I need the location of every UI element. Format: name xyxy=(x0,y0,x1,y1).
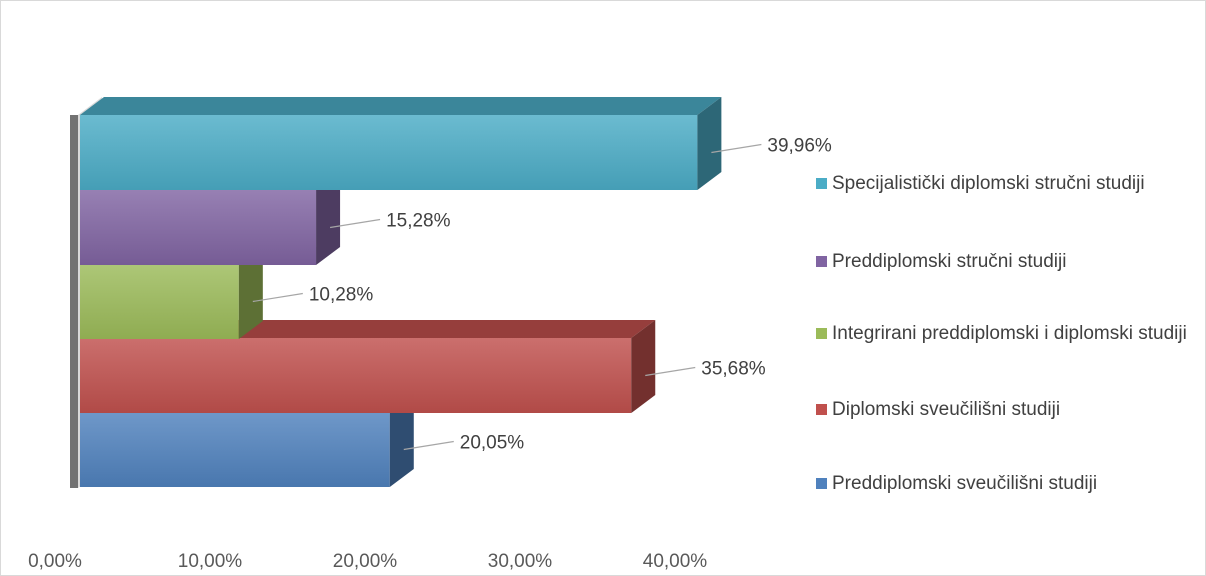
bars xyxy=(80,97,722,487)
legend-swatch xyxy=(816,404,827,415)
leader-line xyxy=(645,366,696,377)
data-label: 20,05% xyxy=(460,433,525,454)
bar-side-face xyxy=(316,172,341,265)
data-label: 39,96% xyxy=(767,136,832,157)
legend-label: Specijalistički diplomski stručni studij… xyxy=(832,173,1145,194)
legend-label: Preddiplomski sveučilišni studiji xyxy=(832,473,1098,494)
leader-line xyxy=(403,440,454,451)
legend-swatch xyxy=(816,256,827,267)
data-labels: 20,05% 35,68% 10,28% 15,28% 39,96% xyxy=(252,136,832,454)
legend-swatch xyxy=(816,178,827,189)
leader-line xyxy=(252,292,303,303)
bar-front-face xyxy=(80,115,698,190)
bar-front-face xyxy=(80,412,390,487)
bar-front-face xyxy=(80,264,239,339)
bar xyxy=(80,97,722,190)
bar-top-face xyxy=(80,97,722,115)
legend-item-integrirani: Integrirani preddiplomski i diplomski st… xyxy=(816,320,1202,347)
legend-swatch xyxy=(816,328,827,339)
x-axis-ticks: 0,00% 10,00% 20,00% 30,00% 40,00% xyxy=(28,551,707,572)
wall-edge xyxy=(70,115,78,488)
data-label: 10,28% xyxy=(309,285,374,306)
legend-item-preddiplomski-strucni: Preddiplomski stručni studiji xyxy=(816,248,1202,275)
x-tick-label: 10,00% xyxy=(178,551,243,572)
legend-label: Integrirani preddiplomski i diplomski st… xyxy=(832,323,1187,344)
bar-side-face xyxy=(238,246,263,339)
bar xyxy=(80,394,414,487)
data-label: 15,28% xyxy=(386,211,451,232)
leader-line xyxy=(711,143,762,154)
bar-side-face xyxy=(697,97,722,190)
bar-front-face xyxy=(80,190,317,265)
x-tick-label: 40,00% xyxy=(643,551,708,572)
bar-side-face xyxy=(631,320,656,413)
bar-front-face xyxy=(80,338,632,413)
bar-side-face xyxy=(389,394,414,487)
legend-label: Diplomski sveučilišni studiji xyxy=(832,399,1061,420)
legend-label: Preddiplomski stručni studiji xyxy=(832,251,1067,272)
legend-item-diplomski-sveucilisni: Diplomski sveučilišni studiji xyxy=(816,396,1202,423)
legend-item-specijalisticki: Specijalistički diplomski stručni studij… xyxy=(816,170,1202,197)
legend-item-preddiplomski-sveucilisni: Preddiplomski sveučilišni studiji xyxy=(816,470,1202,497)
x-tick-label: 20,00% xyxy=(333,551,398,572)
legend-swatch xyxy=(816,478,827,489)
x-tick-label: 0,00% xyxy=(28,551,82,572)
data-label: 35,68% xyxy=(701,359,766,380)
leader-line xyxy=(329,218,381,229)
x-tick-label: 30,00% xyxy=(488,551,553,572)
